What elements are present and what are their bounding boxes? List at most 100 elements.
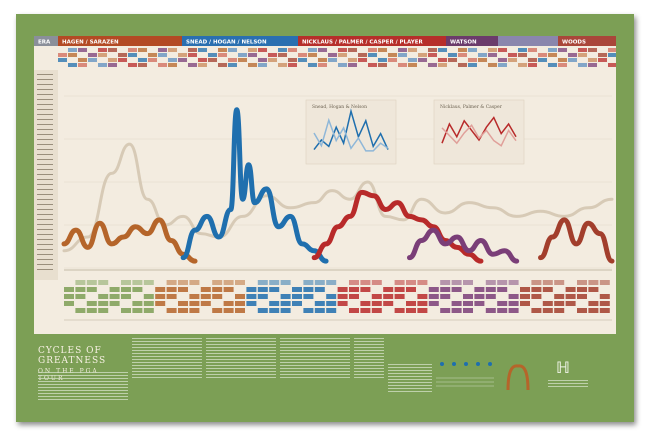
win-table-cell (189, 308, 200, 313)
era-band-6 (558, 36, 616, 46)
era-grid-cell (608, 63, 616, 67)
player-label-line (37, 189, 53, 190)
player-label-line (37, 184, 53, 185)
win-table-cell (485, 308, 496, 313)
win-table-cell (383, 294, 394, 299)
win-table-cell (109, 294, 120, 299)
era-grid-cell (408, 63, 417, 67)
player-label-line (37, 234, 53, 235)
win-table-cell (326, 280, 337, 285)
win-table-cell (360, 280, 371, 285)
era-grid-cell (418, 53, 427, 57)
win-table-cell (565, 301, 576, 306)
era-grid-cell (218, 63, 227, 67)
win-table-cell (371, 294, 382, 299)
win-table-cell (531, 287, 542, 292)
era-grid-cell (468, 48, 477, 52)
era-grid-cell (128, 53, 137, 57)
player-label-line (37, 164, 53, 165)
win-table-cell (280, 301, 291, 306)
intro-text-block (38, 372, 128, 400)
player-label-line (37, 264, 53, 265)
player-label-line (37, 89, 53, 90)
era-band-1 (58, 36, 182, 46)
era-grid-cell (98, 63, 107, 67)
win-table-cell (86, 301, 97, 306)
era-grid-cell (368, 63, 377, 67)
era-grid-cell (518, 48, 527, 52)
era-grid-cell (348, 48, 357, 52)
win-table-cell (440, 308, 451, 313)
win-table-cell (246, 301, 257, 306)
win-table-cell (269, 308, 280, 313)
body-text-column-2 (206, 338, 276, 378)
win-table-cell (520, 294, 530, 299)
win-table-cell (360, 287, 371, 292)
win-table-cell (143, 280, 154, 285)
publisher-text (548, 380, 588, 388)
win-table-cell (428, 301, 439, 306)
win-table-cell (577, 280, 587, 285)
era-grid-cell (118, 58, 127, 62)
win-table-cell (98, 308, 109, 313)
player-label-line (37, 259, 53, 260)
body-text-column-3 (280, 338, 350, 378)
era-grid-cell (198, 58, 207, 62)
era-grid-cell (528, 48, 537, 52)
era-grid-cell (168, 58, 177, 62)
win-table-cell (542, 308, 553, 313)
win-table-cell (394, 287, 405, 292)
era-grid-cell (68, 63, 77, 67)
era-grid-cell (398, 63, 407, 67)
win-table-cell (383, 301, 394, 306)
win-table-cell (212, 287, 223, 292)
win-table-cell (98, 294, 109, 299)
era-grid-cell (488, 53, 497, 57)
win-table-cell (303, 287, 314, 292)
era-grid-cell (298, 58, 307, 62)
win-table-cell (155, 301, 166, 306)
era-grid-cell (368, 53, 377, 57)
era-grid-cell (328, 58, 337, 62)
era-grid-cell (608, 48, 616, 52)
player-label-line (37, 124, 53, 125)
win-table-cell (166, 280, 177, 285)
win-table-cell (349, 308, 359, 313)
win-table-cell (257, 287, 268, 292)
era-grid-cell (448, 58, 457, 62)
era-grid-cell (58, 58, 67, 62)
win-table-cell (337, 294, 348, 299)
win-table-cell (200, 294, 211, 299)
win-table-cell (189, 294, 200, 299)
era-grid-cell (108, 58, 117, 62)
publisher-logo-icon: ℍ (555, 358, 571, 377)
player-label-line (37, 134, 53, 135)
era-grid-cell (598, 53, 607, 57)
notes-text-block (388, 364, 432, 392)
era-grid-cell (78, 48, 87, 52)
win-table-cell (212, 308, 223, 313)
win-table-cell (326, 308, 337, 313)
win-table-cell (474, 287, 485, 292)
player-label-line (37, 169, 53, 170)
win-table-cell (417, 294, 428, 299)
win-table-cell (155, 294, 166, 299)
inset-series-0-0 (313, 108, 389, 151)
win-table-cell (554, 280, 565, 285)
era-grid-cell (178, 58, 187, 62)
win-table-cell (64, 287, 74, 292)
legend-arch-icon (506, 364, 530, 391)
era-grid-cell (338, 53, 347, 57)
win-table-cell (132, 287, 143, 292)
win-table-cell (337, 287, 348, 292)
player-label-line (37, 84, 53, 85)
player-label-line (37, 239, 53, 240)
win-table-cell (451, 287, 462, 292)
player-label-line (37, 144, 53, 145)
era-grid-cell (88, 58, 97, 62)
win-table-cell (98, 280, 109, 285)
player-label-line (37, 139, 53, 140)
era-grid-cell (78, 63, 87, 67)
era-grid-cell (108, 63, 117, 67)
era-grid-cell (478, 53, 487, 57)
